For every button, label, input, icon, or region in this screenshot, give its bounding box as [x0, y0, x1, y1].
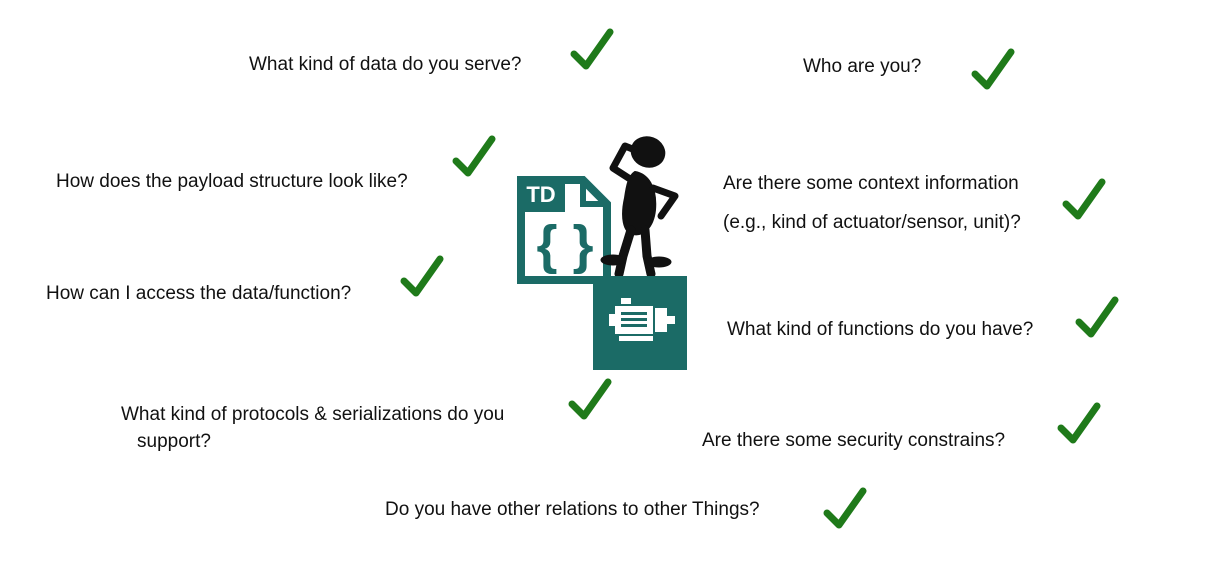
question-security: Are there some security constrains?: [702, 430, 1006, 451]
check-icon: [400, 255, 444, 297]
check-icon: [452, 135, 496, 177]
td-braces: { }: [536, 215, 593, 275]
motor-icon: [593, 276, 687, 370]
question-relations: Do you have other relations to other Thi…: [385, 499, 760, 520]
td-label: TD: [526, 182, 555, 207]
central-illustration: TD { }: [517, 136, 687, 370]
question-context-line2: (e.g., kind of actuator/sensor, unit)?: [723, 212, 1021, 233]
question-payload-structure: How does the payload structure look like…: [56, 171, 408, 192]
check-icon: [1057, 402, 1101, 444]
check-icon: [568, 378, 612, 420]
question-protocols-line1: What kind of protocols & serializations …: [121, 404, 505, 425]
check-icon: [1075, 296, 1119, 338]
question-context-line1: Are there some context information: [723, 173, 1019, 194]
question-who-are-you: Who are you?: [803, 56, 922, 77]
check-icon: [823, 487, 867, 529]
thinking-person-figure: [600, 136, 679, 279]
check-icon: [971, 48, 1015, 90]
question-access: How can I access the data/function?: [46, 283, 352, 304]
check-icon: [1062, 178, 1106, 220]
td-document-icon: TD { }: [517, 176, 611, 284]
question-protocols-line2: support?: [137, 431, 211, 452]
question-data-kind: What kind of data do you serve?: [249, 54, 522, 75]
question-functions: What kind of functions do you have?: [727, 319, 1034, 340]
check-icon: [570, 28, 614, 70]
